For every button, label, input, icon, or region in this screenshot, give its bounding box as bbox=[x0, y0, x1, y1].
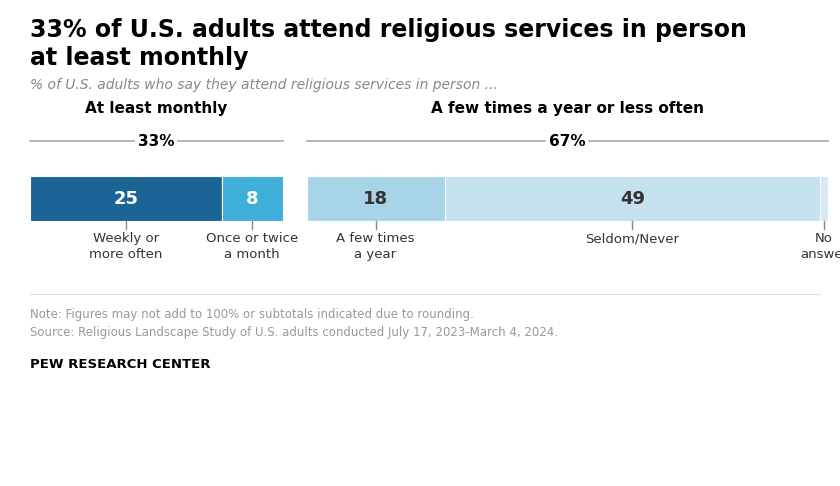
Text: PEW RESEARCH CENTER: PEW RESEARCH CENTER bbox=[30, 358, 211, 371]
Text: Once or twice
a month: Once or twice a month bbox=[206, 232, 298, 261]
Bar bbox=[820, 176, 827, 221]
Text: No
answer: No answer bbox=[800, 232, 840, 261]
Text: 25: 25 bbox=[113, 190, 139, 208]
Text: A few times a year or less often: A few times a year or less often bbox=[431, 101, 704, 116]
Bar bbox=[444, 176, 820, 221]
Text: 33%: 33% bbox=[139, 134, 175, 149]
Text: Source: Religious Landscape Study of U.S. adults conducted July 17, 2023-March 4: Source: Religious Landscape Study of U.S… bbox=[30, 326, 558, 339]
Text: Weekly or
more often: Weekly or more often bbox=[89, 232, 162, 261]
Text: at least monthly: at least monthly bbox=[30, 46, 249, 70]
Text: 8: 8 bbox=[246, 190, 259, 208]
Bar bbox=[307, 176, 444, 221]
Text: Note: Figures may not add to 100% or subtotals indicated due to rounding.: Note: Figures may not add to 100% or sub… bbox=[30, 308, 474, 321]
Bar bbox=[30, 176, 222, 221]
Text: % of U.S. adults who say they attend religious services in person ...: % of U.S. adults who say they attend rel… bbox=[30, 78, 498, 92]
Text: Seldom/Never: Seldom/Never bbox=[585, 232, 680, 245]
Text: 49: 49 bbox=[620, 190, 645, 208]
Text: 67%: 67% bbox=[549, 134, 585, 149]
Bar bbox=[222, 176, 283, 221]
Text: 18: 18 bbox=[363, 190, 388, 208]
Text: 33% of U.S. adults attend religious services in person: 33% of U.S. adults attend religious serv… bbox=[30, 18, 747, 42]
Text: A few times
a year: A few times a year bbox=[336, 232, 415, 261]
Text: At least monthly: At least monthly bbox=[85, 101, 228, 116]
